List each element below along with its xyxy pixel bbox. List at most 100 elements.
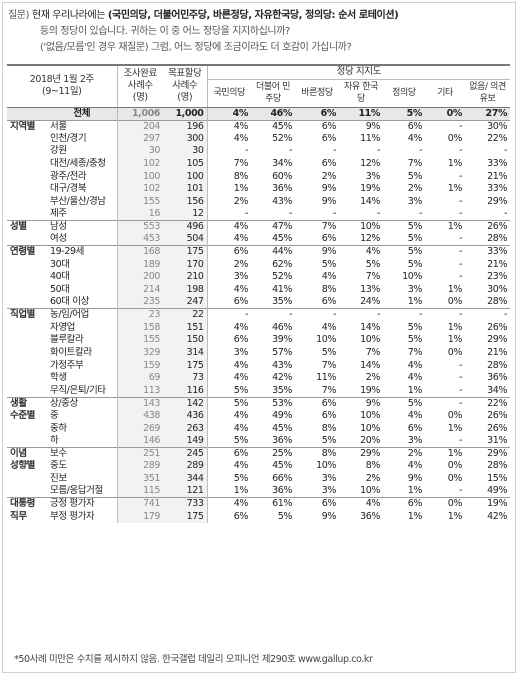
row-label: 50대 (50, 284, 70, 296)
value-cell: 4% (206, 422, 251, 435)
value-cell: 29% (487, 195, 508, 207)
value-cell: - (418, 145, 422, 157)
value-cell: 6% (206, 296, 251, 309)
value-cell: 22% (487, 132, 508, 144)
period-header: 2018년 1월 2주 (9~11일) (7, 64, 117, 108)
table-row: 생활 상/중상 143 142 5% 53% 6% 9% 5% -22% (7, 396, 511, 410)
value-cell: 6% (321, 409, 337, 421)
value-cell: 6% (321, 296, 337, 308)
sample-target-cell: 149 (163, 434, 208, 448)
group-label (7, 296, 47, 309)
value-cell: 57% (272, 346, 292, 358)
table-row: 직업별 농/임/어업 23 22- - - - - - - (7, 308, 511, 322)
sample-done-cell: 146 (116, 434, 163, 448)
table-row: 모름/응답거절 115 121 1% 36% 3% 10% 1% -49% (7, 485, 510, 498)
sample-done-cell: 69 (116, 371, 163, 385)
value-cell: 3% (321, 472, 337, 484)
value-cell: - (206, 308, 251, 322)
value-cell: 34% (272, 158, 292, 170)
group-label (7, 347, 47, 360)
value-cell: 21% (487, 346, 508, 358)
value-cell: 1% (407, 485, 423, 497)
value-cell: 29% (339, 446, 383, 461)
party-support-header: 정당 지지도 (207, 64, 511, 80)
sample-done-cell: 115 (116, 485, 163, 498)
sample-target-cell: 263 (163, 422, 208, 435)
sample-done-cell: 204 (116, 119, 163, 133)
value-cell: 15% (487, 472, 508, 484)
sample-target-cell: 121 (163, 485, 208, 498)
table-row: 부산/울산/경남 155 156 2% 43% 9% 14% 3% - 29% (7, 195, 510, 209)
value-cell: 4% (321, 321, 337, 333)
value-cell: 45% (272, 460, 292, 472)
sample-target-cell: 22 (163, 308, 208, 322)
value-cell: 8% (321, 284, 337, 296)
group-label (7, 359, 47, 372)
value-cell: - (425, 119, 465, 133)
value-cell: 28% (487, 460, 508, 472)
group-label (7, 485, 47, 498)
question-prefix: 현재 우리나라에는 (31, 10, 106, 21)
value-cell: 11% (360, 132, 380, 144)
sample-done-cell: 30 (116, 145, 163, 158)
value-cell: 6% (295, 396, 339, 410)
group-label (7, 473, 47, 486)
sample-done-cell: 16 (116, 208, 163, 221)
value-cell: 30% (465, 119, 511, 133)
value-cell: - (339, 308, 383, 322)
value-cell: 24% (360, 296, 380, 308)
sample-done-cell: 235 (116, 296, 163, 309)
value-cell: 49% (272, 409, 292, 421)
value-cell: 33% (465, 245, 511, 259)
sample-target-cell: 101 (163, 182, 208, 196)
value-cell: 5% (383, 245, 425, 259)
value-cell: - (458, 195, 462, 207)
period-range: (9~11일) (42, 86, 82, 98)
value-cell: 12% (360, 233, 380, 245)
value-cell: 7% (365, 346, 381, 358)
value-cell: 9% (321, 195, 337, 207)
value-cell: 6% (321, 158, 337, 170)
value-cell: 0% (447, 460, 463, 472)
value-cell: 1% (206, 485, 251, 498)
sample-done-cell: 741 (116, 497, 163, 511)
sample-done-cell: 438 (116, 409, 163, 423)
value-cell: 5% (383, 220, 425, 234)
sample-done-cell: 143 (116, 396, 163, 410)
value-cell: 19% (360, 384, 380, 396)
row-label: 19-29세 (47, 245, 117, 259)
table-row: 인천/경기 297 300 4% 52% 6% 11% 4% 0% 22% (7, 132, 510, 146)
sample-done-cell: 179 (116, 510, 163, 523)
value-cell: - (288, 145, 292, 157)
sample-done-cell: 200 (116, 271, 163, 284)
group-label: 지역별 (7, 119, 47, 133)
value-cell: 7% (206, 157, 251, 171)
period-date: 2018년 1월 2주 (29, 74, 95, 86)
sample-target-cell: 73 (163, 371, 208, 385)
value-cell: - (425, 396, 465, 410)
value-cell: 5% (321, 258, 337, 270)
value-cell: - (458, 485, 462, 497)
table-row: 60대 이상 235 247 6% 35% 6% 24% 1% 0% 28% (7, 296, 510, 309)
value-cell: - (332, 208, 336, 220)
row-label: 40대 (50, 271, 70, 283)
value-cell: 9% (339, 119, 383, 133)
sample-target-cell: 496 (163, 220, 208, 234)
value-cell: 1% (447, 422, 463, 434)
value-cell: 5% (277, 510, 293, 522)
value-cell: 7% (321, 359, 337, 371)
value-cell: 52% (272, 132, 292, 144)
value-cell: - (288, 208, 292, 220)
row-label: 60대 이상 (50, 296, 89, 308)
value-cell: 7% (407, 346, 423, 358)
table-row: 여성 453 504 4% 45% 6% 12% 5% - 28% (7, 233, 510, 246)
sample-done-header: 조사완료 사례수 (명) (116, 64, 163, 108)
table-row: 광주/전라 100 100 8% 60% 2% 3% 5% -21% (7, 170, 510, 183)
row-label: 중 (50, 409, 59, 421)
value-cell: 33% (487, 158, 508, 170)
value-cell: - (251, 308, 295, 322)
sample-target-cell: 436 (163, 409, 208, 423)
value-cell: 53% (251, 396, 295, 410)
row-label: 여성 (50, 233, 67, 245)
value-cell: 1% (407, 384, 423, 396)
